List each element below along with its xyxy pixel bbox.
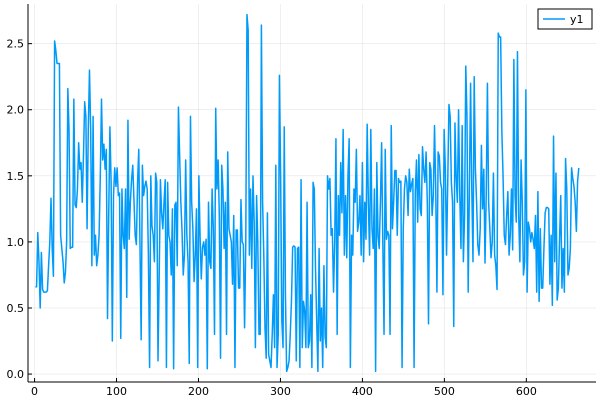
y-tick-label-5: 2.5: [7, 38, 25, 51]
series-lines: [35, 13, 580, 373]
tick-labels: 0 100 200 300 400 500 600 0.0 0.5 1.0 1.5 2.0 2.5: [7, 38, 537, 398]
y-tick-label-3: 1.5: [7, 170, 25, 183]
x-tick-label-1: 100: [106, 385, 127, 398]
axes: [27, 4, 596, 383]
y-tick-label-0: 0.0: [7, 368, 25, 381]
y-tick-label-2: 1.0: [7, 236, 25, 249]
y-tick-label-4: 2.0: [7, 104, 25, 117]
x-tick-label-3: 300: [270, 385, 291, 398]
x-tick-label-2: 200: [188, 385, 209, 398]
legend: y1: [537, 8, 593, 30]
x-tick-label-6: 600: [516, 385, 537, 398]
x-tick-label-4: 400: [352, 385, 373, 398]
x-tick-label-5: 500: [434, 385, 455, 398]
y-tick-label-1: 0.5: [7, 302, 25, 315]
x-tick-label-0: 0: [31, 385, 38, 398]
series-line-y1: [35, 13, 580, 373]
legend-label-y1: y1: [570, 13, 584, 26]
